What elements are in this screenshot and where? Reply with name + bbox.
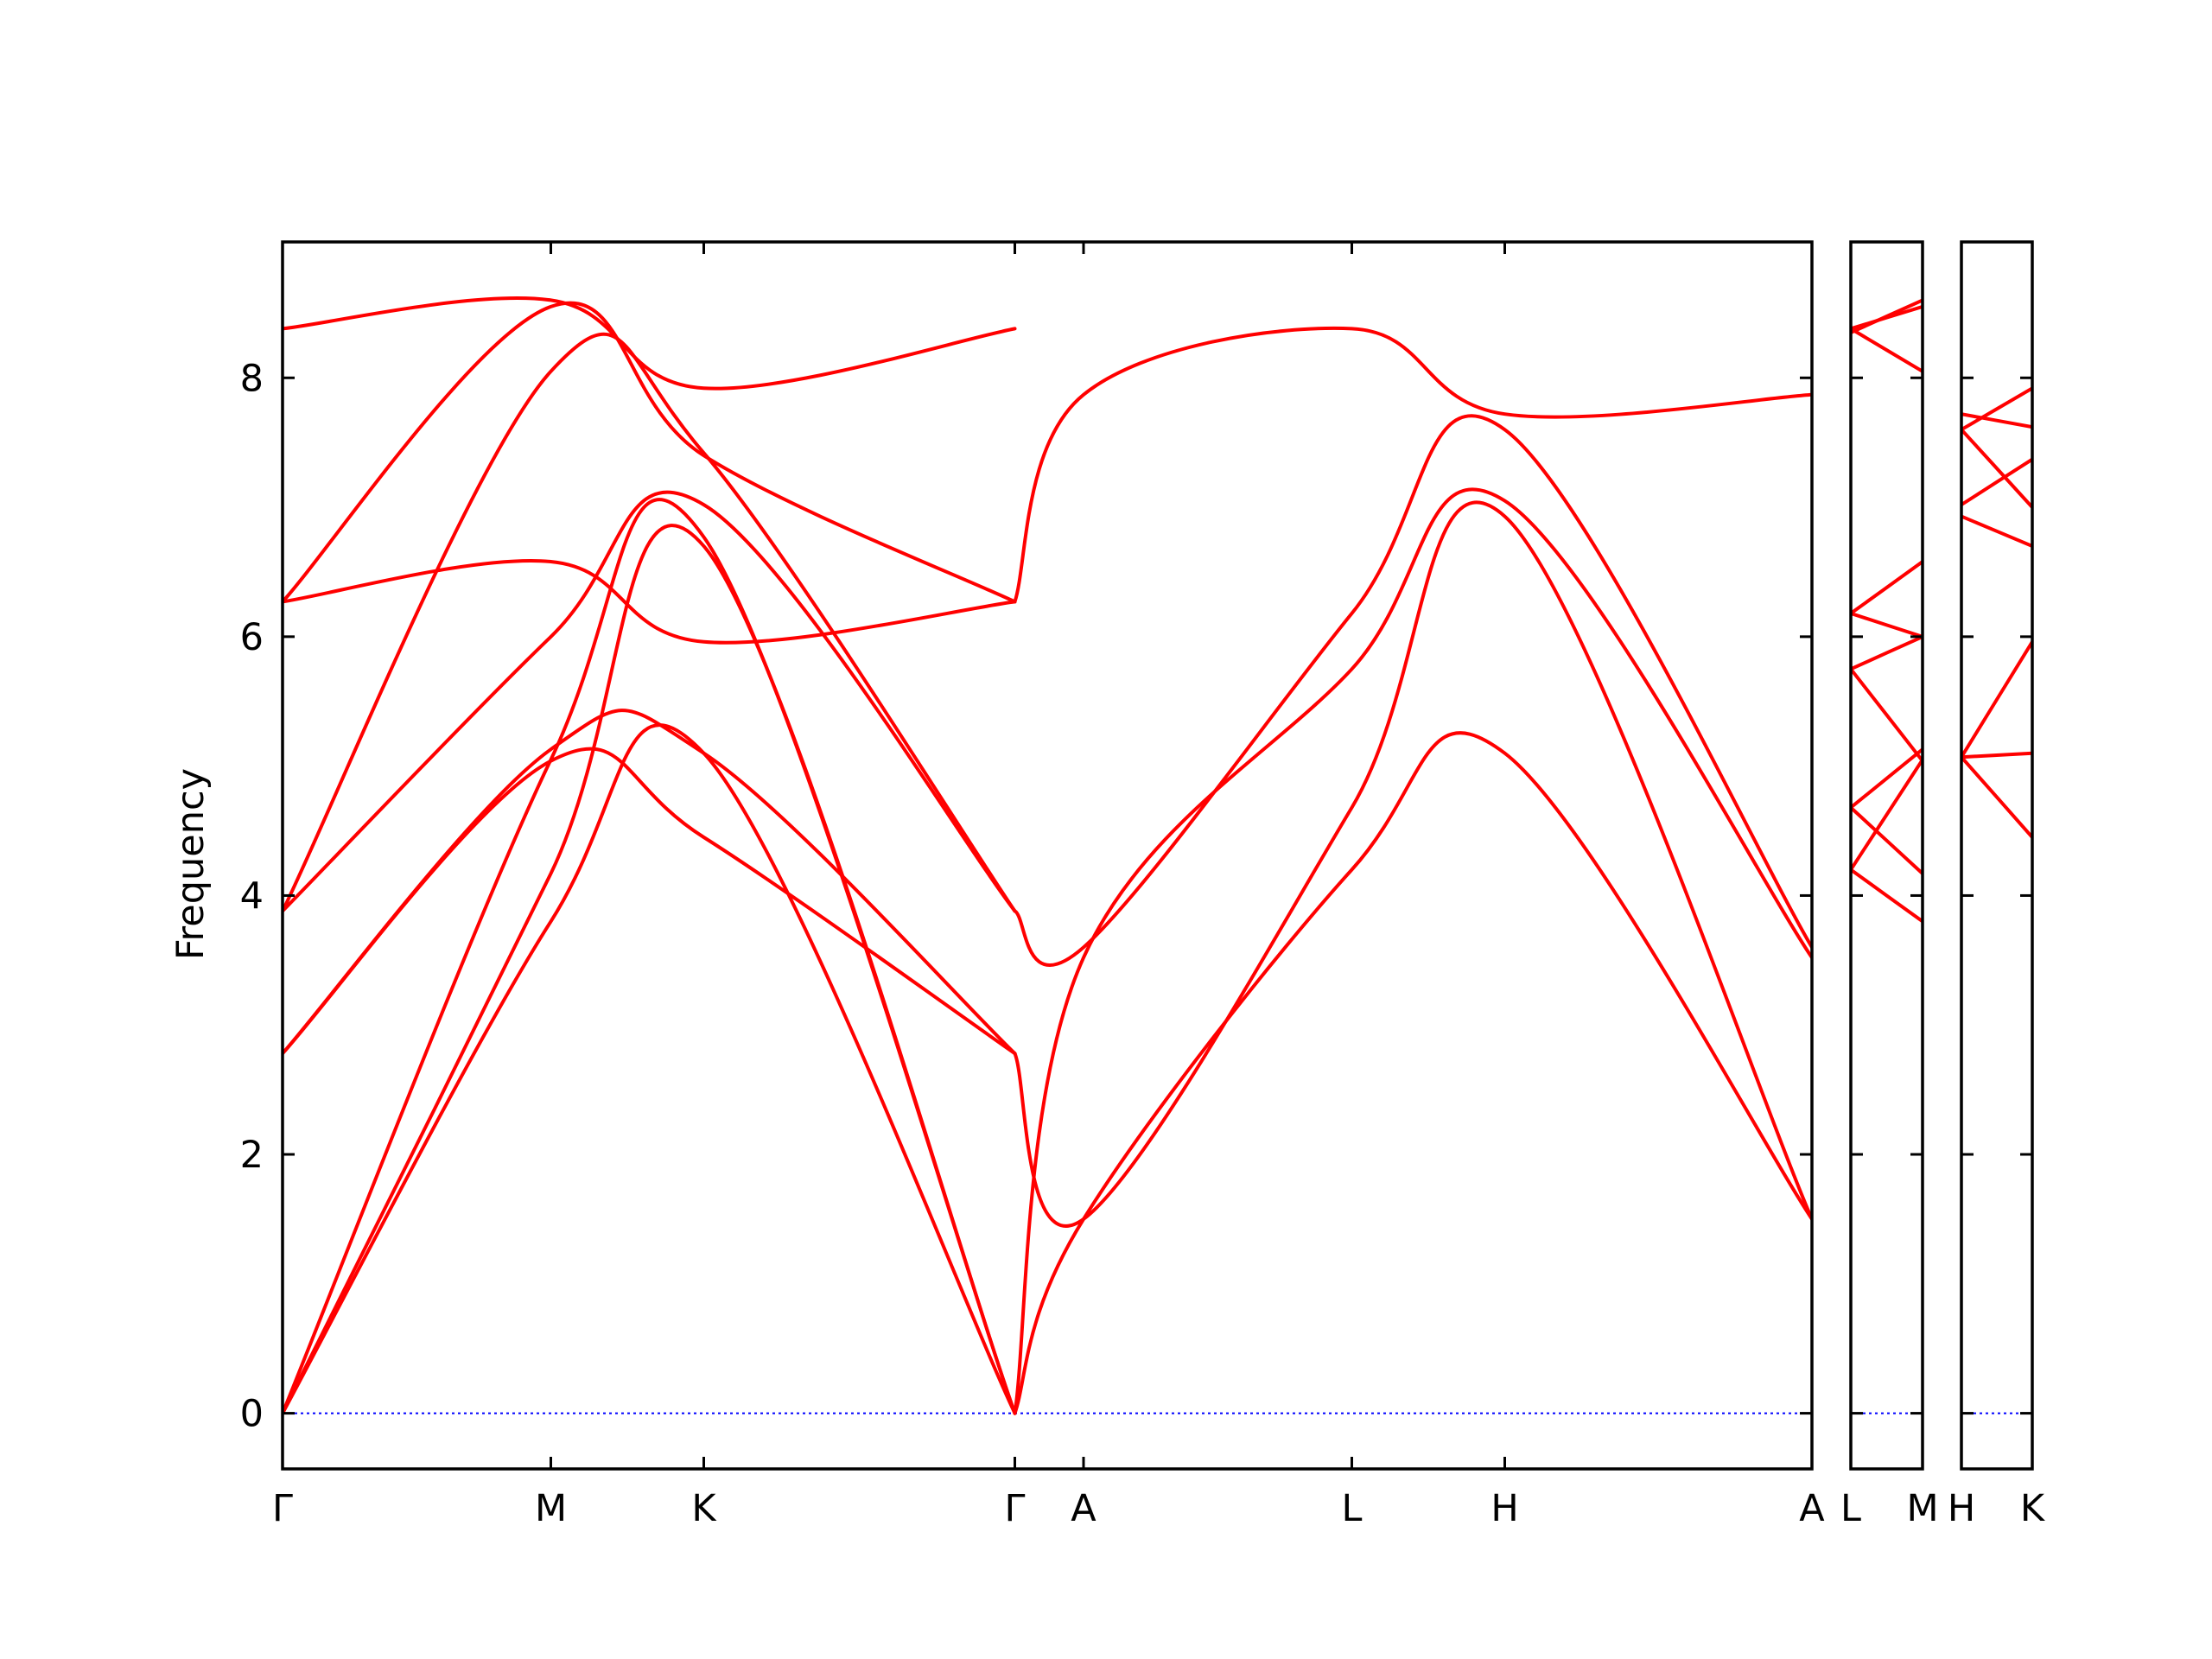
- band-line: [1961, 386, 2032, 432]
- band-line: [283, 490, 1017, 913]
- band-line: [1013, 414, 1812, 967]
- band-line: [1851, 868, 1923, 924]
- y-axis-label: Frequency: [169, 768, 213, 960]
- band-line: [283, 747, 1017, 1056]
- band-line: [283, 296, 1017, 391]
- band-line: [283, 524, 1017, 1415]
- plot-frame: [281, 240, 1814, 1471]
- x-tick-label: M: [535, 1487, 567, 1530]
- band-line: [1961, 751, 2032, 760]
- band-line: [1851, 611, 1923, 639]
- band-line: [283, 709, 1017, 1056]
- band-series-group: [283, 296, 1812, 1415]
- band-series-group: [1961, 386, 2032, 839]
- band-line: [1013, 487, 1812, 1415]
- band-line: [283, 723, 1017, 1415]
- band-line: [1013, 731, 1812, 1415]
- y-tick-label: 8: [240, 357, 264, 400]
- y-tick-label: 4: [240, 874, 264, 918]
- y-tick-label: 2: [240, 1134, 264, 1177]
- x-tick-label: L: [1840, 1487, 1861, 1530]
- x-tick-label: Γ: [1005, 1487, 1026, 1530]
- band-line: [1013, 500, 1812, 1228]
- band-line: [1961, 755, 2032, 839]
- x-tick-label: M: [1906, 1487, 1938, 1530]
- band-line: [1851, 327, 1923, 373]
- x-tick-label: K: [691, 1487, 717, 1530]
- band-line: [1851, 667, 1923, 763]
- panel-1: 0 2 4 6 8 Γ M K Γ A L H A: [240, 240, 1825, 1530]
- band-line: [1013, 326, 1812, 604]
- band-line: [283, 301, 1017, 604]
- x-tick-label: A: [1799, 1487, 1825, 1530]
- x-tick-label: K: [2020, 1487, 2046, 1530]
- band-line: [1961, 457, 2032, 507]
- x-tick-label: Γ: [272, 1487, 293, 1530]
- y-tick-label: 0: [240, 1393, 264, 1436]
- band-line: [1851, 805, 1923, 875]
- plot-frame: [1960, 240, 2034, 1471]
- band-line: [283, 498, 1017, 1415]
- band-line: [1961, 428, 2032, 510]
- band-line: [1851, 758, 1923, 872]
- band-line: [1851, 298, 1923, 334]
- x-tick-label: L: [1342, 1487, 1363, 1530]
- y-tick-label: 6: [240, 616, 264, 659]
- band-line: [283, 559, 1017, 645]
- band-line: [1851, 560, 1923, 615]
- band-line: [1961, 639, 2032, 760]
- plot-frame: [1849, 240, 1924, 1471]
- band-line: [1851, 634, 1923, 671]
- band-line: [1961, 412, 2032, 429]
- x-tick-label: A: [1071, 1487, 1096, 1530]
- x-tick-label: H: [1491, 1487, 1518, 1530]
- band-series-group: [1851, 298, 1923, 924]
- band-line: [1961, 514, 2032, 548]
- x-tick-label: H: [1948, 1487, 1975, 1530]
